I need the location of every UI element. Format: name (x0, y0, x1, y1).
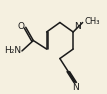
Text: H₂N: H₂N (4, 46, 22, 55)
Text: N: N (72, 83, 78, 92)
Text: N: N (74, 22, 80, 31)
Text: CH₃: CH₃ (85, 17, 100, 26)
Text: O: O (18, 22, 25, 31)
